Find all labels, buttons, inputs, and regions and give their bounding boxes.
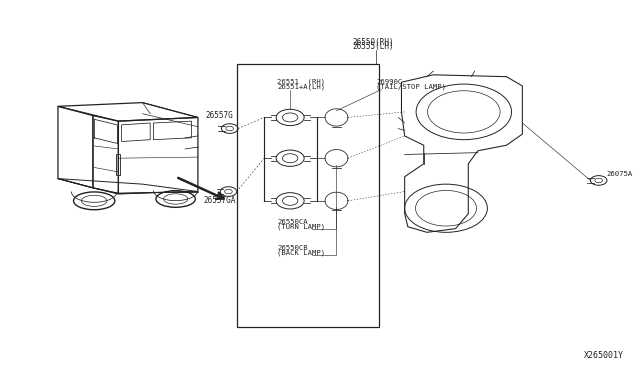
Text: 26075A: 26075A bbox=[606, 171, 632, 177]
Text: (TAIL/STOP LAMP): (TAIL/STOP LAMP) bbox=[376, 83, 446, 90]
Text: 26551  (RH): 26551 (RH) bbox=[277, 78, 326, 85]
Text: 26550(RH): 26550(RH) bbox=[352, 38, 394, 47]
Text: 26551+A(LH): 26551+A(LH) bbox=[277, 83, 326, 90]
Text: (TURN LAMP): (TURN LAMP) bbox=[277, 223, 326, 230]
Text: (BACK LAMP): (BACK LAMP) bbox=[277, 249, 326, 256]
Text: 26557G: 26557G bbox=[205, 111, 234, 120]
Text: 26555(LH): 26555(LH) bbox=[352, 42, 394, 51]
Text: 26990C: 26990C bbox=[376, 79, 403, 85]
Text: 26550CA: 26550CA bbox=[277, 219, 308, 225]
Bar bbox=[237, 64, 380, 327]
Bar bbox=[116, 154, 120, 175]
Text: 26550CB: 26550CB bbox=[277, 245, 308, 251]
Text: X265001Y: X265001Y bbox=[584, 351, 624, 360]
Text: 26557GA: 26557GA bbox=[203, 196, 236, 205]
